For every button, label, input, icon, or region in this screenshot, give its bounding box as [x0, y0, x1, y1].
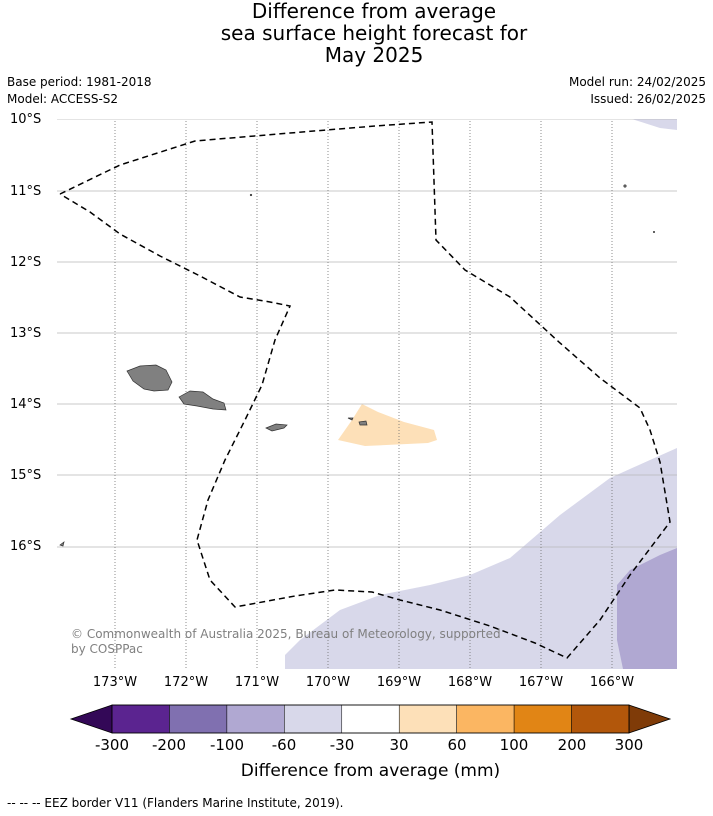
savaii-island	[126, 364, 173, 392]
colorbar-tick-2: -100	[209, 736, 245, 754]
colorbar-tick-7: 100	[499, 736, 529, 754]
gridlines	[57, 119, 677, 548]
anomaly-area-light-purple-south	[285, 448, 677, 669]
tutuila-island	[265, 423, 288, 432]
colorbar-outline	[111, 704, 630, 734]
colorbar-extend-high	[628, 704, 672, 734]
copyright-line-2: by COSPPac	[71, 642, 143, 656]
colorbar-tick-8: 200	[557, 736, 587, 754]
colorbar	[69, 704, 672, 734]
title-line-3: May 2025	[324, 43, 424, 67]
base-period: Base period: 1981-2018	[7, 75, 152, 89]
manua-island	[358, 420, 368, 426]
land-masses	[59, 184, 656, 547]
issued-date: Issued: 26/02/2025	[590, 92, 706, 106]
lon-label-166w: 166°W	[589, 675, 635, 690]
upolu-island	[178, 390, 227, 411]
eez-border-west	[59, 121, 671, 659]
title-line-2: sea surface height forecast for	[220, 21, 528, 45]
colorbar-segment-3	[284, 704, 343, 734]
copyright-notice: © Commonwealth of Australia 2025, Bureau…	[71, 627, 511, 657]
colorbar-tick-1: -200	[151, 736, 187, 754]
model-name: Model: ACCESS-S2	[7, 92, 119, 106]
colorbar-tick-4: -30	[329, 736, 355, 754]
meta-right: Model run: 24/02/2025 Issued: 26/02/2025	[569, 74, 706, 108]
lat-label-10s: 10°S	[10, 112, 42, 127]
colorbar-segment-0	[111, 704, 170, 734]
colorbar-tick-5: 30	[389, 736, 409, 754]
lon-label-172w: 172°W	[163, 675, 209, 690]
colorbar-segment-4	[341, 704, 400, 734]
colorbar-extend-low	[69, 704, 113, 734]
lon-label-171w: 171°W	[234, 675, 280, 690]
lon-label-170w: 170°W	[305, 675, 351, 690]
lat-label-11s: 11°S	[10, 184, 42, 199]
colorbar-segment-1	[169, 704, 228, 734]
title-line-1: Difference from average	[251, 0, 497, 23]
colorbar-tick-6: 60	[447, 736, 467, 754]
colorbar-segment-2	[226, 704, 285, 734]
lat-label-14s: 14°S	[10, 397, 42, 412]
lon-label-168w: 168°W	[447, 675, 493, 690]
colorbar-tick-9: 300	[614, 736, 644, 754]
lat-label-15s: 15°S	[10, 468, 42, 483]
small-islet-3	[623, 184, 627, 188]
colorbar-segments	[111, 704, 630, 734]
colorbar-segment-5	[398, 704, 457, 734]
model-run: Model run: 24/02/2025	[568, 75, 706, 89]
lat-label-16s: 16°S	[10, 539, 42, 554]
colorbar-segment-6	[456, 704, 515, 734]
map-plot-area	[57, 119, 677, 669]
anomaly-area-mid-purple-southeast	[617, 548, 677, 669]
chart-title: Difference from average sea surface heig…	[0, 0, 713, 66]
anomaly-area-orange-samoa	[338, 404, 437, 446]
lon-label-167w: 167°W	[518, 675, 564, 690]
anomaly-area-light-purple-top	[631, 119, 677, 130]
eez-footnote: -- -- -- EEZ border V11 (Flanders Marine…	[7, 796, 344, 810]
colorbar-segment-7	[513, 704, 572, 734]
lat-label-12s: 12°S	[10, 255, 42, 270]
lon-label-173w: 173°W	[92, 675, 138, 690]
lat-label-13s: 13°S	[10, 326, 42, 341]
small-islet-5	[59, 541, 65, 547]
lon-label-169w: 169°W	[376, 675, 422, 690]
copyright-line-1: © Commonwealth of Australia 2025, Bureau…	[71, 627, 501, 641]
small-islet-4	[652, 230, 656, 234]
meta-left: Base period: 1981-2018 Model: ACCESS-S2	[7, 74, 152, 108]
small-islet-2	[249, 193, 253, 197]
colorbar-tick-0: -300	[94, 736, 130, 754]
colorbar-segment-8	[571, 704, 630, 734]
small-islet-1	[347, 417, 354, 421]
colorbar-title: Difference from average (mm)	[240, 761, 501, 781]
colorbar-tick-3: -60	[271, 736, 297, 754]
